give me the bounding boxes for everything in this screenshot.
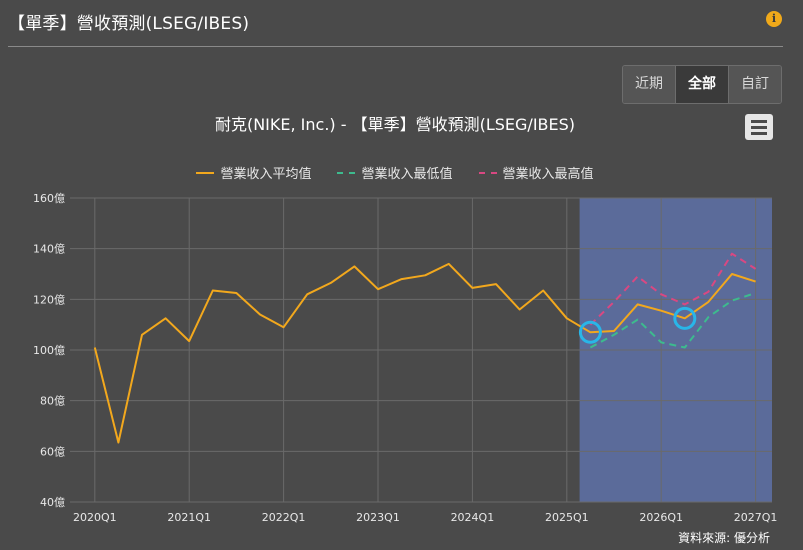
legend-label-low: 營業收入最低值	[361, 167, 453, 182]
panel-title: 【單季】營收預測(LSEG/IBES)	[8, 14, 250, 34]
x-tick-label: 2024Q1	[451, 511, 495, 524]
range-selector: 近期 全部 自訂	[622, 65, 782, 104]
highlight-marker	[673, 306, 697, 330]
range-button-all[interactable]: 全部	[676, 66, 729, 103]
x-tick-label: 2022Q1	[262, 511, 306, 524]
chart-legend: 營業收入平均值 營業收入最低值 營業收入最高值	[0, 163, 790, 182]
y-tick-label: 140億	[33, 243, 65, 256]
legend-label-high: 營業收入最高值	[502, 167, 594, 182]
y-tick-label: 40億	[40, 496, 65, 509]
range-button-custom[interactable]: 自訂	[729, 66, 781, 103]
legend-item-high[interactable]: 營業收入最高值	[478, 163, 594, 182]
x-tick-label: 2021Q1	[167, 511, 211, 524]
x-tick-label: 2020Q1	[73, 511, 117, 524]
x-tick-label: 2023Q1	[356, 511, 400, 524]
legend-swatch-average	[196, 171, 215, 174]
legend-swatch-high	[478, 171, 497, 174]
series-line-3	[589, 252, 757, 326]
y-tick-label: 160億	[33, 192, 65, 205]
y-tick-label: 100億	[33, 344, 65, 357]
y-tick-label: 80億	[40, 395, 65, 408]
legend-item-low[interactable]: 營業收入最低值	[337, 163, 453, 182]
series-line-2	[589, 292, 756, 349]
y-tick-label: 60億	[40, 445, 65, 458]
source-credit: 資料來源: 優分析	[678, 531, 770, 545]
x-tick-label: 2025Q1	[545, 511, 589, 524]
highlight-marker	[578, 320, 602, 344]
title-divider	[8, 46, 783, 47]
x-tick-label: 2027Q1	[734, 511, 778, 524]
series-line-1	[93, 262, 756, 444]
hamburger-menu-icon[interactable]	[745, 114, 773, 140]
legend-swatch-low	[337, 171, 356, 174]
range-button-recent[interactable]: 近期	[623, 66, 676, 103]
y-tick-label: 120億	[33, 293, 65, 306]
legend-label-average: 營業收入平均值	[220, 167, 312, 182]
legend-item-average[interactable]: 營業收入平均值	[196, 163, 311, 182]
x-tick-label: 2026Q1	[639, 511, 683, 524]
info-icon[interactable]: i	[766, 11, 782, 27]
chart-title: 耐克(NIKE, Inc.) - 【單季】營收預測(LSEG/IBES)	[214, 115, 576, 134]
